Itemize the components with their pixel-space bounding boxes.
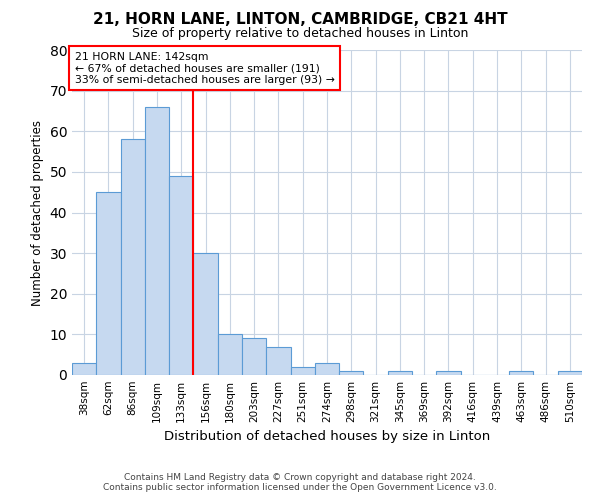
- Text: 21 HORN LANE: 142sqm
← 67% of detached houses are smaller (191)
33% of semi-deta: 21 HORN LANE: 142sqm ← 67% of detached h…: [74, 52, 334, 85]
- X-axis label: Distribution of detached houses by size in Linton: Distribution of detached houses by size …: [164, 430, 490, 444]
- Bar: [145, 107, 169, 375]
- Bar: [218, 334, 242, 375]
- Bar: [339, 371, 364, 375]
- Bar: [266, 346, 290, 375]
- Bar: [121, 140, 145, 375]
- Bar: [388, 371, 412, 375]
- Text: Contains HM Land Registry data © Crown copyright and database right 2024.
Contai: Contains HM Land Registry data © Crown c…: [103, 473, 497, 492]
- Bar: [169, 176, 193, 375]
- Bar: [315, 363, 339, 375]
- Text: 21, HORN LANE, LINTON, CAMBRIDGE, CB21 4HT: 21, HORN LANE, LINTON, CAMBRIDGE, CB21 4…: [92, 12, 508, 28]
- Bar: [96, 192, 121, 375]
- Bar: [558, 371, 582, 375]
- Bar: [290, 367, 315, 375]
- Y-axis label: Number of detached properties: Number of detached properties: [31, 120, 44, 306]
- Bar: [193, 253, 218, 375]
- Bar: [242, 338, 266, 375]
- Bar: [509, 371, 533, 375]
- Text: Size of property relative to detached houses in Linton: Size of property relative to detached ho…: [132, 28, 468, 40]
- Bar: [72, 363, 96, 375]
- Bar: [436, 371, 461, 375]
